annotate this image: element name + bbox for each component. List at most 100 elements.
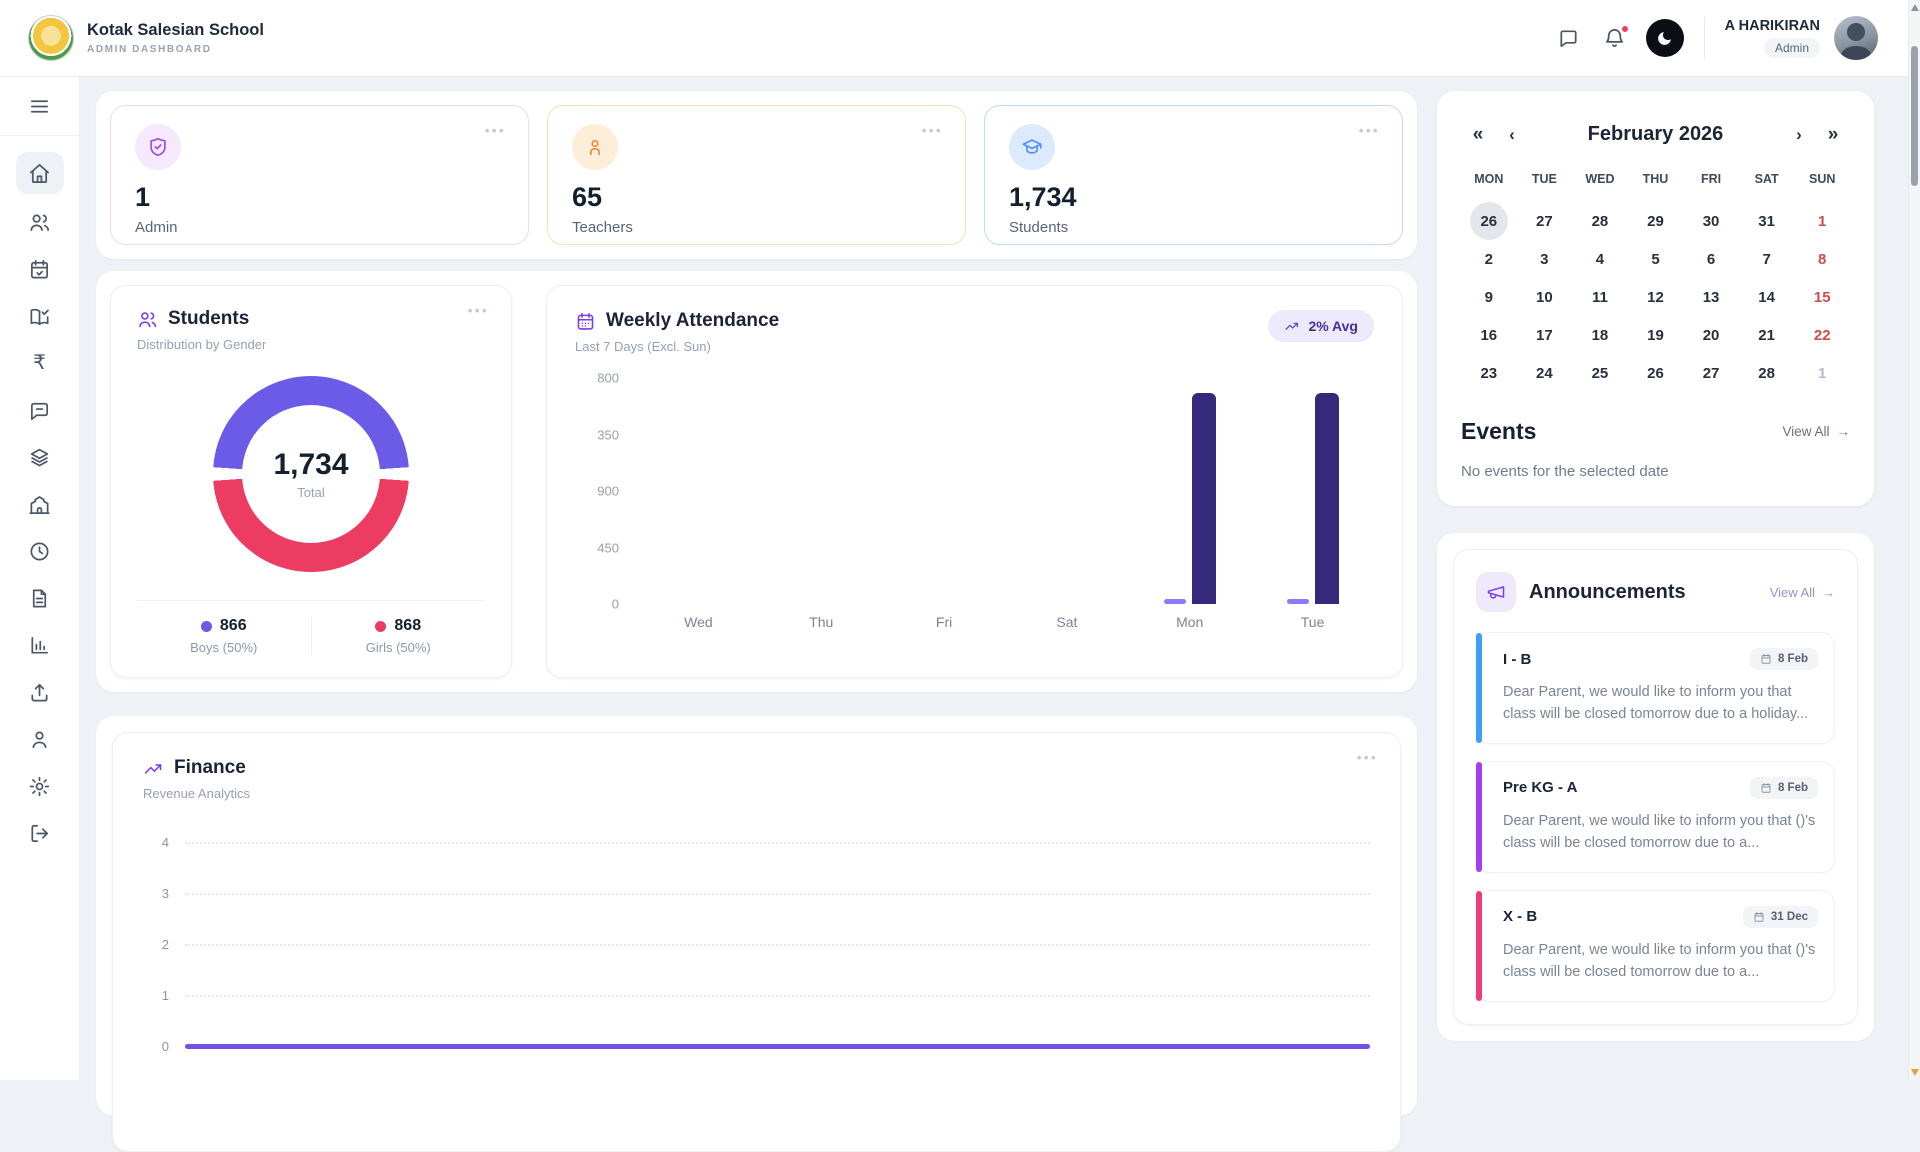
calendar-day[interactable]: 15 bbox=[1794, 278, 1850, 316]
announcement-accent-bar bbox=[1476, 762, 1482, 872]
calendar-day[interactable]: 12 bbox=[1628, 278, 1684, 316]
announcement-class: Pre KG - A bbox=[1503, 779, 1577, 796]
sidebar-item-documents-file-icon[interactable] bbox=[16, 579, 64, 617]
arrow-right-icon: → bbox=[1837, 424, 1851, 439]
calendar-day[interactable]: 25 bbox=[1572, 354, 1628, 392]
calendar-day[interactable]: 26 bbox=[1461, 202, 1517, 240]
card-menu-dots[interactable] bbox=[922, 128, 943, 134]
calendar-day[interactable]: 24 bbox=[1517, 354, 1573, 392]
announcement-class: I - B bbox=[1503, 651, 1531, 668]
menu-toggle-icon[interactable] bbox=[16, 87, 64, 125]
sidebar-item-profile-user-icon[interactable] bbox=[16, 720, 64, 758]
finance-card: Finance Revenue Analytics 4 3 2 1 0 bbox=[112, 732, 1401, 1152]
calendar-prev-year-button[interactable]: « bbox=[1461, 124, 1495, 146]
top-header: Kotak Salesian School ADMIN DASHBOARD A … bbox=[0, 0, 1908, 77]
calendar-day[interactable]: 18 bbox=[1572, 316, 1628, 354]
boys-count: 866 bbox=[220, 617, 247, 635]
card-menu-dots[interactable] bbox=[1357, 755, 1378, 761]
sidebar-item-upload-icon[interactable] bbox=[16, 673, 64, 711]
calendar-day[interactable]: 30 bbox=[1683, 202, 1739, 240]
announcement-item[interactable]: X - B 31 Dec Dear Parent, we would like … bbox=[1476, 890, 1835, 1002]
calendar-day[interactable]: 1 bbox=[1794, 202, 1850, 240]
scroll-down-arrow[interactable] bbox=[1911, 1069, 1919, 1076]
calendar-day[interactable]: 5 bbox=[1628, 240, 1684, 278]
messages-icon[interactable] bbox=[1550, 19, 1588, 57]
sidebar-item-classes-layers-icon[interactable] bbox=[16, 438, 64, 476]
calendar-day[interactable]: 22 bbox=[1794, 316, 1850, 354]
y-tick: 0 bbox=[143, 1039, 169, 1054]
view-all-label: View All bbox=[1782, 424, 1829, 439]
events-title: Events bbox=[1461, 418, 1536, 445]
calendar-day[interactable]: 9 bbox=[1461, 278, 1517, 316]
calendar-day[interactable]: 19 bbox=[1628, 316, 1684, 354]
sidebar-item-settings-gear-icon[interactable] bbox=[16, 767, 64, 805]
calendar-day[interactable]: 13 bbox=[1683, 278, 1739, 316]
calendar-day[interactable]: 3 bbox=[1517, 240, 1573, 278]
calendar-day[interactable]: 20 bbox=[1683, 316, 1739, 354]
sidebar-item-reports-chart-icon[interactable] bbox=[16, 626, 64, 664]
user-chip[interactable]: A HARIKIRAN Admin bbox=[1725, 18, 1820, 58]
calendar-day[interactable]: 21 bbox=[1739, 316, 1795, 354]
admin-label: Admin bbox=[135, 219, 504, 236]
sidebar-item-courses-book-icon[interactable] bbox=[16, 297, 64, 335]
calendar-day[interactable]: 1 bbox=[1794, 354, 1850, 392]
calendar-next-month-button[interactable]: › bbox=[1782, 125, 1816, 145]
user-avatar[interactable] bbox=[1834, 16, 1878, 60]
announcement-class: X - B bbox=[1503, 908, 1537, 925]
calendar-day[interactable]: 27 bbox=[1683, 354, 1739, 392]
card-menu-dots[interactable] bbox=[1359, 128, 1380, 134]
sidebar-item-attendance-calendar-icon[interactable] bbox=[16, 250, 64, 288]
announcement-accent-bar bbox=[1476, 633, 1482, 743]
calendar-day[interactable]: 10 bbox=[1517, 278, 1573, 316]
calendar-day[interactable]: 16 bbox=[1461, 316, 1517, 354]
girls-label: Girls (50%) bbox=[366, 640, 431, 655]
dark-mode-toggle[interactable] bbox=[1646, 19, 1684, 57]
calendar-day[interactable]: 31 bbox=[1739, 202, 1795, 240]
person-icon bbox=[572, 124, 618, 170]
sidebar-item-messages-icon[interactable] bbox=[16, 391, 64, 429]
calendar-day[interactable]: 14 bbox=[1739, 278, 1795, 316]
calendar-day[interactable]: 6 bbox=[1683, 240, 1739, 278]
calendar-day[interactable]: 29 bbox=[1628, 202, 1684, 240]
calendar-day[interactable]: 2 bbox=[1461, 240, 1517, 278]
header-divider bbox=[1704, 17, 1705, 59]
sidebar-item-students-icon[interactable] bbox=[16, 203, 64, 241]
scrollbar-thumb[interactable] bbox=[1911, 46, 1918, 186]
calendar-day[interactable]: 28 bbox=[1572, 202, 1628, 240]
scroll-up-arrow[interactable] bbox=[1911, 4, 1919, 11]
calendar-day[interactable]: 17 bbox=[1517, 316, 1573, 354]
calendar-day[interactable]: 23 bbox=[1461, 354, 1517, 392]
calendar-day[interactable]: 7 bbox=[1739, 240, 1795, 278]
notifications-bell-icon[interactable] bbox=[1596, 19, 1634, 57]
calendar-day[interactable]: 26 bbox=[1628, 354, 1684, 392]
sidebar-item-history-clock-icon[interactable] bbox=[16, 532, 64, 570]
announcement-item[interactable]: Pre KG - A 8 Feb Dear Parent, we would l… bbox=[1476, 761, 1835, 873]
page-scrollbar[interactable] bbox=[1908, 0, 1920, 1080]
students-card-title: Students bbox=[168, 308, 249, 330]
x-tick: Thu bbox=[760, 614, 883, 630]
announcement-item[interactable]: I - B 8 Feb Dear Parent, we would like t… bbox=[1476, 632, 1835, 744]
view-all-label: View All bbox=[1770, 585, 1815, 600]
y-tick: 3 bbox=[143, 886, 169, 901]
calendar-day[interactable]: 27 bbox=[1517, 202, 1573, 240]
announcements-view-all-link[interactable]: View All → bbox=[1770, 585, 1835, 600]
boys-label: Boys (50%) bbox=[190, 640, 257, 655]
events-view-all-link[interactable]: View All → bbox=[1782, 424, 1850, 439]
sidebar-item-fees-rupee-icon[interactable]: ₹ bbox=[16, 344, 64, 382]
calendar-next-year-button[interactable]: » bbox=[1816, 124, 1850, 146]
sidebar-item-home-icon[interactable] bbox=[16, 152, 64, 194]
card-menu-dots[interactable] bbox=[468, 308, 489, 314]
calendar-day[interactable]: 28 bbox=[1739, 354, 1795, 392]
calendar-day[interactable]: 8 bbox=[1794, 240, 1850, 278]
calendar-prev-month-button[interactable]: ‹ bbox=[1495, 125, 1529, 145]
sidebar-item-school-building-icon[interactable] bbox=[16, 485, 64, 523]
x-tick: Wed bbox=[637, 614, 760, 630]
girls-dot-icon bbox=[375, 621, 386, 632]
announcement-body: Dear Parent, we would like to inform you… bbox=[1503, 810, 1818, 855]
card-menu-dots[interactable] bbox=[485, 128, 506, 134]
calendar-day[interactable]: 4 bbox=[1572, 240, 1628, 278]
calendar-day[interactable]: 11 bbox=[1572, 278, 1628, 316]
sidebar-item-logout-icon[interactable] bbox=[16, 814, 64, 852]
gridline bbox=[185, 995, 1370, 997]
